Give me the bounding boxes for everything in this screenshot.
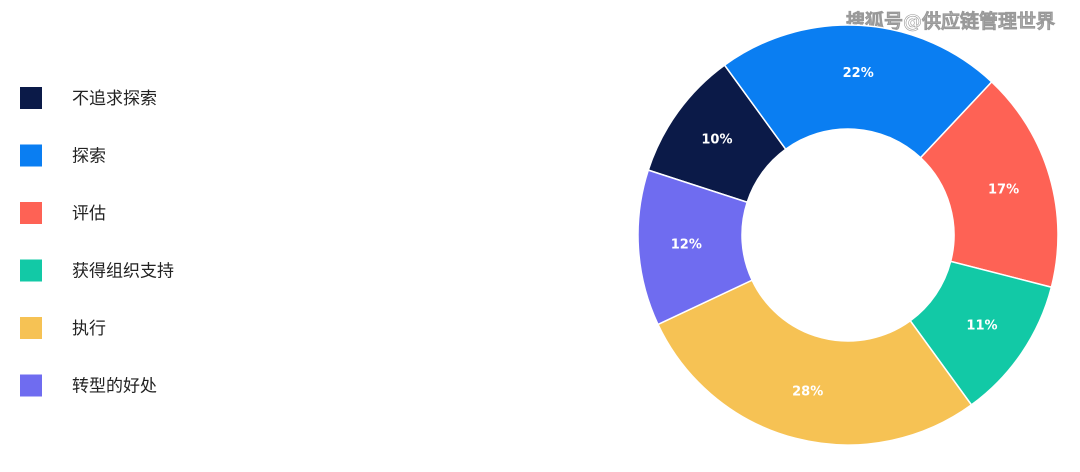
- donut-segment: [919, 80, 1059, 289]
- donut-segment: [723, 24, 993, 159]
- legend-label: 转型的好处: [72, 377, 157, 397]
- value-label: 17%: [988, 182, 1019, 197]
- legend-label: 探索: [72, 147, 106, 167]
- legend-label: 获得组织支持: [72, 262, 174, 282]
- legend-swatch: [20, 259, 42, 282]
- legend-swatch: [20, 317, 42, 339]
- value-label: 10%: [701, 132, 732, 147]
- donut-segment: [637, 169, 754, 326]
- legend-swatch: [20, 202, 42, 224]
- value-label: 11%: [966, 319, 997, 334]
- value-label: 22%: [843, 66, 874, 81]
- legend-swatch: [20, 144, 42, 167]
- donut-segment: [656, 279, 973, 446]
- legend-swatch: [20, 87, 42, 109]
- legend-swatch: [20, 374, 42, 397]
- legend-label: 不追求探索: [72, 89, 157, 109]
- legend-label: 评估: [72, 204, 106, 224]
- value-label: 28%: [792, 384, 823, 399]
- watermark: 搜狐号@供应链管理世界: [846, 10, 1055, 33]
- value-label: 12%: [671, 238, 702, 253]
- legend-label: 执行: [72, 319, 106, 339]
